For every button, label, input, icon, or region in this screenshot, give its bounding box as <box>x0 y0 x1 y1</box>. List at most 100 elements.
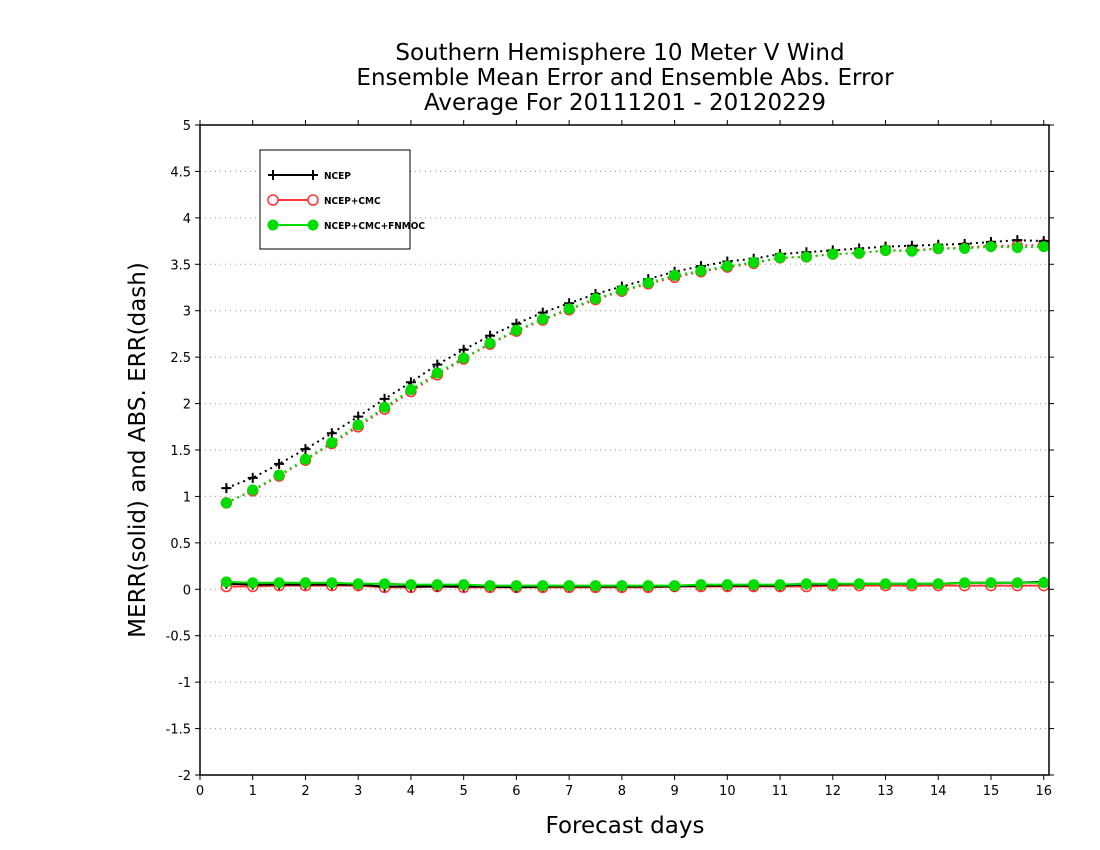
abs-err-line-ncep-cmc <box>225 243 1044 504</box>
x-tick-label: 3 <box>354 784 362 799</box>
y-tick-label: 2.5 <box>170 351 191 366</box>
abs-err-point-ncep-cmc-fnmoc <box>827 248 839 260</box>
y-tick-label: 3 <box>183 305 191 320</box>
mean-err-point-ncep-cmc-fnmoc <box>853 578 865 590</box>
chart-title: Southern Hemisphere 10 Meter V Wind Ense… <box>356 40 894 116</box>
y-tick-label: 4.5 <box>170 165 191 180</box>
abs-err-point-ncep-cmc-fnmoc <box>484 337 496 349</box>
x-tick-label: 1 <box>249 784 257 799</box>
mean-err-point-ncep-cmc-fnmoc <box>774 579 786 591</box>
abs-err-point-ncep-cmc-fnmoc <box>273 469 285 481</box>
x-tick-label: 4 <box>407 784 415 799</box>
abs-err-point-ncep-cmc-fnmoc <box>800 251 812 263</box>
series-ncep <box>221 235 1049 593</box>
abs-err-point-ncep-cmc-fnmoc <box>1011 242 1023 254</box>
abs-err-point-ncep-cmc-fnmoc <box>721 260 733 272</box>
mean-err-point-ncep-cmc-fnmoc <box>537 580 549 592</box>
mean-err-point-ncep-cmc-fnmoc <box>827 578 839 590</box>
x-tick-label: 16 <box>1035 784 1052 799</box>
abs-err-point-ncep-cmc-fnmoc <box>510 324 522 336</box>
abs-err-point-ncep-cmc-fnmoc <box>1038 241 1050 253</box>
legend-marker-ncep-cmc <box>307 194 319 206</box>
x-tick-label: 5 <box>460 784 468 799</box>
x-tick-label: 14 <box>930 784 947 799</box>
x-tick-label: 6 <box>512 784 520 799</box>
x-axis: 0 1 2 3 4 5 6 7 8 9 10 11 12 13 14 15 16 <box>196 120 1052 799</box>
mean-err-point-ncep-cmc-fnmoc <box>959 577 971 589</box>
x-tick-label: 9 <box>670 784 678 799</box>
abs-err-point-ncep-cmc-fnmoc <box>247 484 259 496</box>
abs-err-point-ncep-cmc-fnmoc <box>537 313 549 325</box>
y-tick-label: 1 <box>183 490 191 505</box>
abs-err-point-ncep <box>274 458 285 469</box>
legend-marker-ncep <box>268 170 278 180</box>
y-tick-label: 1.5 <box>170 444 191 459</box>
y-tick-label: 3.5 <box>170 258 191 273</box>
abs-err-point-ncep-cmc-fnmoc <box>589 293 601 305</box>
x-tick-label: 2 <box>301 784 309 799</box>
abs-err-point-ncep <box>300 444 311 455</box>
chart-title-line-1: Southern Hemisphere 10 Meter V Wind <box>395 40 844 66</box>
abs-err-point-ncep-cmc-fnmoc <box>405 384 417 396</box>
legend-label-ncep: NCEP <box>324 171 351 182</box>
mean-err-point-ncep-cmc-fnmoc <box>880 578 892 590</box>
mean-err-point-ncep-cmc-fnmoc <box>352 578 364 590</box>
series-ncep-cmc <box>220 239 1050 594</box>
abs-err-line-ncep <box>226 239 1044 490</box>
abs-err-point-ncep-cmc-fnmoc <box>563 303 575 315</box>
legend-marker-ncep-cmc-fnmoc <box>267 219 279 231</box>
abs-err-point-ncep <box>221 483 232 494</box>
abs-err-point-ncep-cmc-fnmoc <box>352 419 364 431</box>
x-tick-label: 11 <box>772 784 789 799</box>
mean-err-point-ncep-cmc-fnmoc <box>563 580 575 592</box>
grid-lines <box>200 170 1049 730</box>
legend: NCEP NCEP+CMC NCEP+CMC+FNMOC <box>259 149 425 250</box>
abs-err-point-ncep-cmc-fnmoc <box>458 352 470 364</box>
mean-err-point-ncep-cmc-fnmoc <box>326 577 338 589</box>
mean-err-point-ncep-cmc-fnmoc <box>458 579 470 591</box>
x-axis-label: Forecast days <box>546 813 705 839</box>
x-tick-label: 7 <box>565 784 573 799</box>
abs-err-point-ncep-cmc-fnmoc <box>379 401 391 413</box>
legend-marker-ncep-cmc-fnmoc <box>307 219 319 231</box>
series-ncep-cmc-fnmoc <box>220 241 1050 592</box>
abs-err-point-ncep-cmc-fnmoc <box>959 243 971 254</box>
mean-err-point-ncep-cmc-fnmoc <box>299 577 311 589</box>
mean-err-point-ncep-cmc-fnmoc <box>800 578 812 590</box>
legend-marker-ncep-cmc <box>267 194 279 206</box>
x-tick-label: 8 <box>618 784 626 799</box>
x-tick-label: 10 <box>719 784 736 799</box>
mean-err-point-ncep-cmc-fnmoc <box>379 578 391 590</box>
abs-err-point-ncep-cmc-fnmoc <box>431 367 443 379</box>
abs-err-point-ncep-cmc-fnmoc <box>853 247 865 259</box>
y-axis: -2 -1.5 -1 -0.5 0 0.5 1 1.5 2 2.5 3 3.5 4 4.5 5 <box>166 119 1054 784</box>
abs-err-point-ncep-cmc-fnmoc <box>748 256 760 268</box>
y-tick-label: 0.5 <box>170 537 191 552</box>
mean-err-point-ncep-cmc-fnmoc <box>1038 577 1050 589</box>
abs-err-point-ncep-cmc-fnmoc <box>326 437 338 449</box>
abs-err-point-ncep-cmc-fnmoc <box>220 497 232 509</box>
x-tick-label: 13 <box>877 784 894 799</box>
abs-err-point-ncep-cmc-fnmoc <box>932 243 944 254</box>
y-tick-label: -1.5 <box>166 723 191 738</box>
abs-err-line-ncep-cmc-fnmoc <box>225 245 1044 504</box>
abs-err-point-ncep <box>326 428 337 439</box>
chart-title-line-3: Average For 20111201 - 20120229 <box>424 90 826 116</box>
y-axis-label: MERR(solid) and ABS. ERR(dash) <box>125 262 151 638</box>
mean-err-point-ncep-cmc-fnmoc <box>748 579 760 591</box>
y-tick-label: 0 <box>183 583 191 598</box>
y-tick-label: 4 <box>183 212 191 227</box>
legend-label-ncep-cmc: NCEP+CMC <box>324 196 381 207</box>
abs-err-point-ncep-cmc-fnmoc <box>669 269 681 281</box>
mean-err-point-ncep-cmc-fnmoc <box>484 580 496 592</box>
x-tick-label: 12 <box>825 784 842 799</box>
mean-err-point-ncep-cmc-fnmoc <box>985 577 997 589</box>
mean-err-point-ncep-cmc-fnmoc <box>642 580 654 592</box>
mean-err-point-ncep-cmc-fnmoc <box>669 580 681 592</box>
mean-err-point-ncep-cmc-fnmoc <box>247 577 259 589</box>
abs-err-point-ncep-cmc-fnmoc <box>774 252 786 264</box>
mean-err-point-ncep-cmc-fnmoc <box>721 579 733 591</box>
y-tick-label: 2 <box>183 398 191 413</box>
abs-err-point-ncep-cmc-fnmoc <box>616 284 628 296</box>
x-tick-label: 0 <box>196 784 204 799</box>
